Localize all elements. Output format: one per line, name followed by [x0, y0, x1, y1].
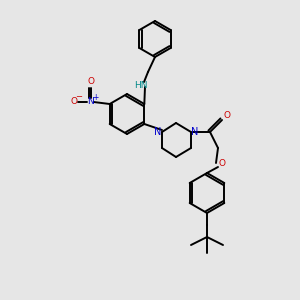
Text: O: O	[87, 77, 94, 86]
Text: O: O	[224, 112, 230, 121]
Text: −: −	[75, 92, 82, 101]
Text: N: N	[154, 127, 162, 137]
Text: N: N	[191, 127, 199, 137]
Text: +: +	[92, 92, 99, 101]
Text: HN: HN	[134, 80, 148, 89]
Text: O: O	[218, 160, 226, 169]
Text: O: O	[70, 98, 77, 106]
Text: N: N	[87, 97, 94, 106]
